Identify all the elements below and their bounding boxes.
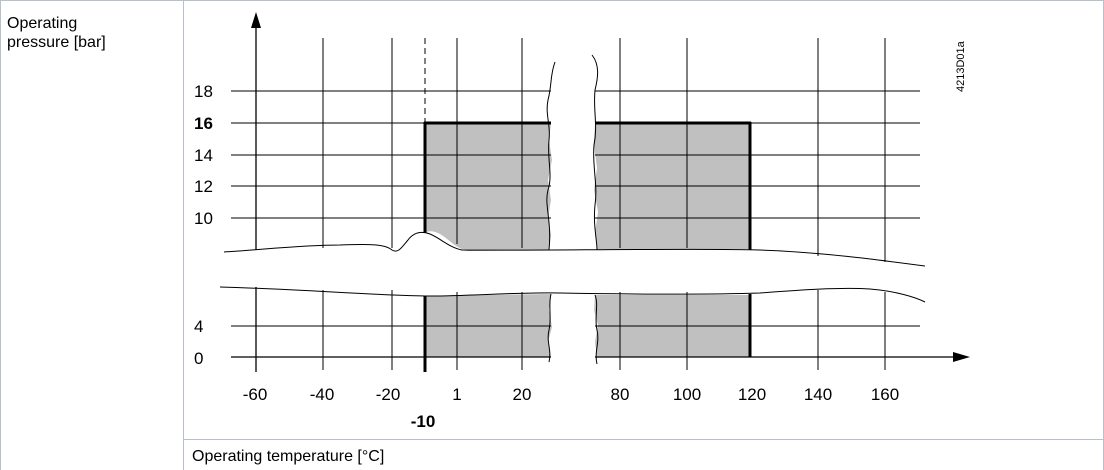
y-tick-0: 0 [194, 349, 203, 368]
operating-range-boundary [423, 121, 752, 372]
operating-range-fills [425, 123, 750, 357]
y-tick-12: 12 [194, 177, 213, 196]
grid-lines [231, 38, 920, 370]
y-tick-14: 14 [194, 146, 213, 165]
axes [231, 12, 970, 372]
y-tick-18: 18 [194, 82, 213, 101]
x-tick-labels: -60 -40 -20 1 20 80 100 120 140 160 -10 [243, 385, 899, 431]
x-tick-20: 20 [513, 385, 532, 404]
x-tick-m40: -40 [310, 385, 335, 404]
x-tick-m10: -10 [411, 412, 436, 431]
axis-break-lines [219, 54, 926, 365]
x-break-left-wiggle-top [546, 61, 556, 251]
y-tick-labels: 18 16 14 12 10 4 0 [194, 82, 213, 368]
y-axis-title: Operating pressure [bar] [7, 14, 172, 52]
x-break-left-wiggle-low [547, 293, 552, 363]
x-tick-140: 140 [804, 385, 832, 404]
x-axis-arrowhead [953, 352, 970, 362]
y-axis-arrowhead [251, 12, 261, 28]
range-fill-upper-left [425, 123, 552, 251]
x-tick-100: 100 [673, 385, 701, 404]
x-break-right-wiggle-low [594, 294, 599, 365]
y-tick-4: 4 [194, 317, 203, 336]
x-tick-1: 1 [452, 385, 461, 404]
x-tick-120: 120 [738, 385, 766, 404]
y-break-upper-curve [223, 231, 926, 267]
x-tick-160: 160 [871, 385, 899, 404]
drawing-code: 4213D01a [955, 40, 967, 92]
y-break-lower-curve [219, 286, 926, 303]
y-axis-title-text: Operating pressure [bar] [7, 15, 106, 51]
y-tick-10: 10 [194, 209, 213, 228]
x-tick-m20: -20 [376, 385, 401, 404]
x-tick-m60: -60 [243, 385, 268, 404]
x-tick-80: 80 [611, 385, 630, 404]
x-axis-title: Operating temperature [°C] [192, 448, 385, 465]
x-break-right-wiggle-top [591, 54, 599, 251]
y-tick-16: 16 [194, 114, 213, 133]
